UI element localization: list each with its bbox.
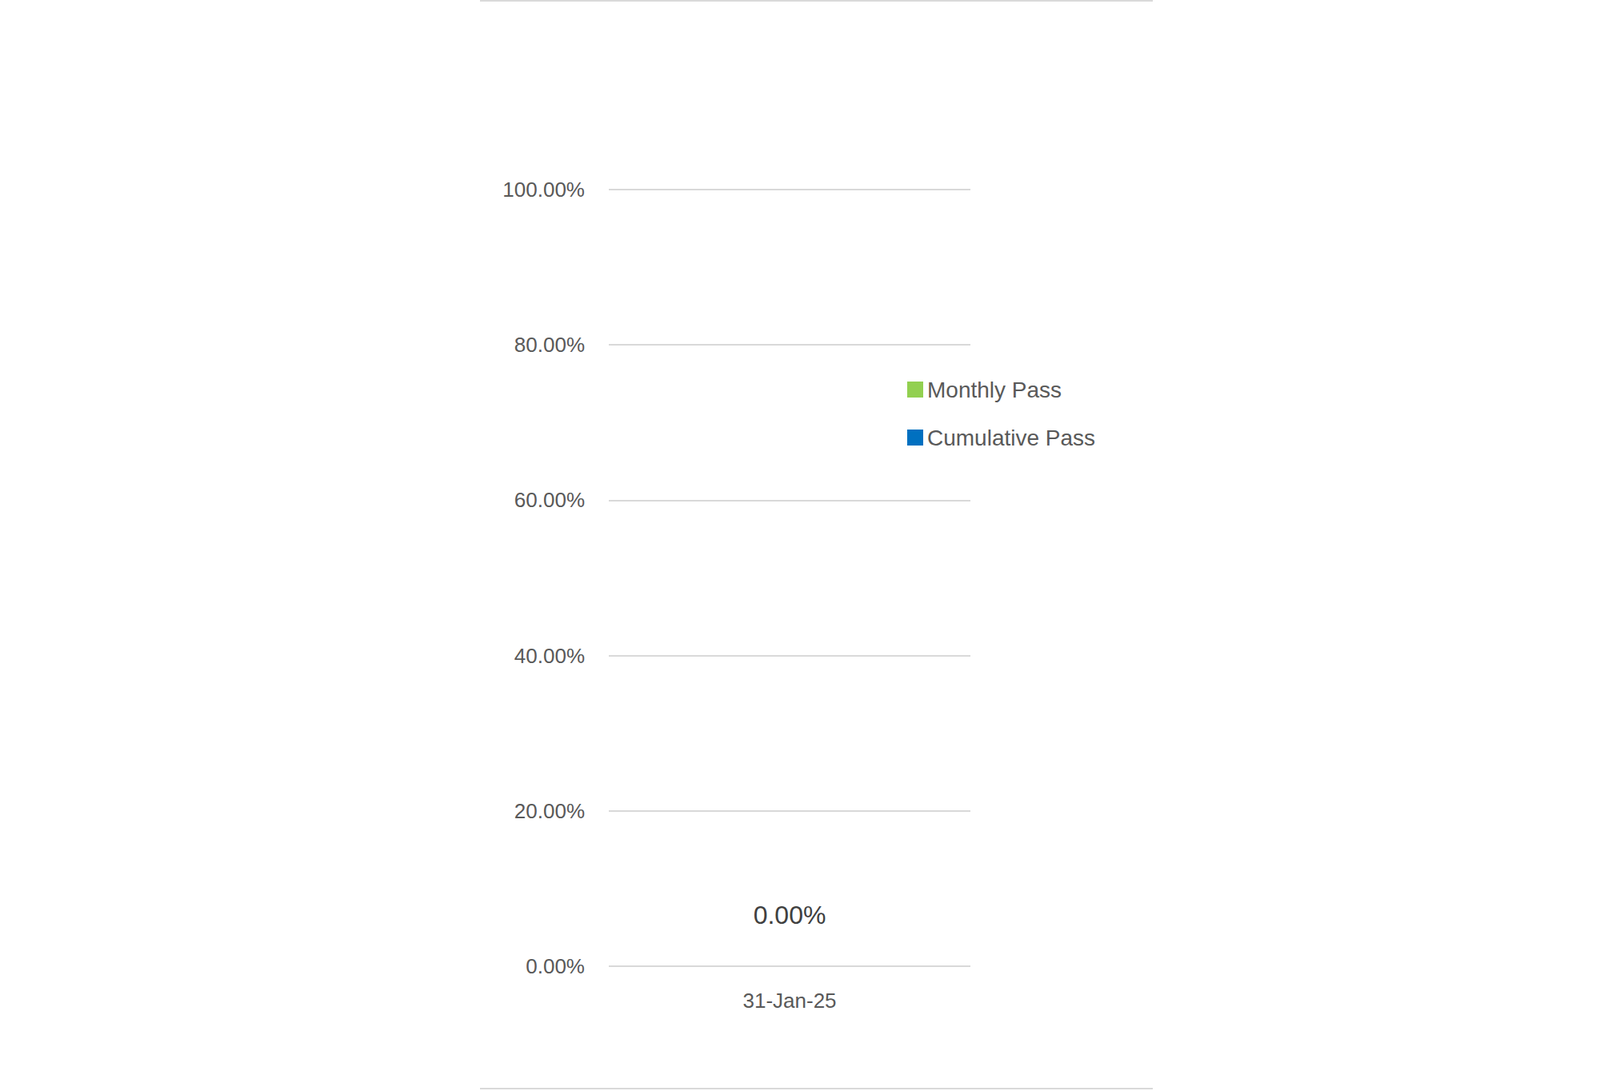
svg-text:40.00%: 40.00% xyxy=(514,644,585,668)
svg-text:Cumulative Pass: Cumulative Pass xyxy=(927,425,1096,451)
svg-text:31-Jan-25: 31-Jan-25 xyxy=(742,988,836,1013)
svg-text:20.00%: 20.00% xyxy=(514,799,585,824)
svg-text:0.00%: 0.00% xyxy=(525,954,585,979)
svg-text:80.00%: 80.00% xyxy=(514,332,585,357)
svg-text:0.00%: 0.00% xyxy=(753,900,827,930)
svg-text:60.00%: 60.00% xyxy=(514,488,585,512)
svg-text:Monthly Pass: Monthly Pass xyxy=(927,377,1062,403)
svg-text:100.00%: 100.00% xyxy=(502,177,585,202)
